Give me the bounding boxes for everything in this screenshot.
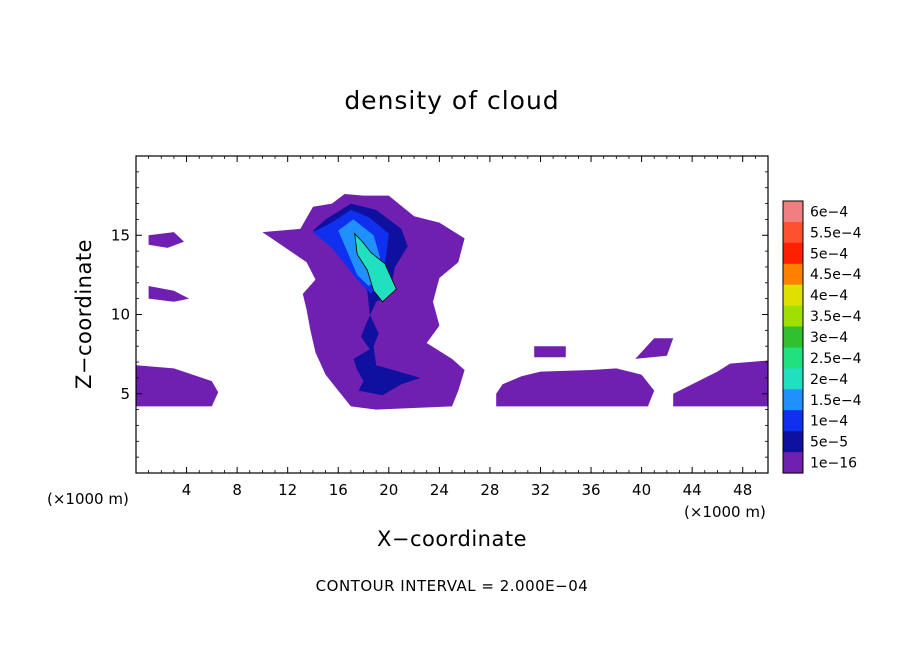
region-4 — [673, 360, 768, 407]
x-tick-label: 24 — [430, 481, 449, 499]
x-tick-label: 44 — [683, 481, 702, 499]
x-tick-label: 32 — [531, 481, 550, 499]
x-tick-label: 28 — [480, 481, 499, 499]
x-tick-label: 8 — [232, 481, 242, 499]
y-tick-label: 15 — [111, 226, 130, 244]
colorbar-label: 5e−5 — [810, 435, 848, 451]
colorbar-label: 1e−16 — [810, 456, 857, 472]
y-tick-label: 5 — [120, 385, 130, 403]
colorbar-label: 3e−4 — [810, 330, 848, 346]
colorbar-swatch — [783, 305, 803, 328]
region-2 — [262, 194, 465, 410]
colorbar-label: 3.5e−4 — [810, 309, 862, 325]
colorbar-frame — [782, 200, 804, 474]
chart-title: density of cloud — [344, 86, 560, 115]
colorbar-label: 6e−4 — [810, 205, 848, 221]
colorbar-swatch — [783, 347, 803, 369]
colorbar-label: 5e−4 — [810, 246, 848, 262]
contour-interval-text: CONTOUR INTERVAL = 2.000E−04 — [315, 577, 589, 595]
colorbar-swatch — [783, 326, 803, 348]
region-1 — [136, 365, 219, 407]
x-tick-label: 36 — [581, 481, 600, 499]
colorbar-swatch — [783, 221, 803, 244]
colorbar-swatch — [783, 368, 803, 390]
region-6 — [635, 338, 674, 359]
y-axis-label: Z−coordinate — [72, 239, 96, 389]
colorbar-label: 2.5e−4 — [810, 351, 862, 367]
colorbar-swatch — [783, 284, 803, 307]
x-tick-label: 12 — [278, 481, 297, 499]
colorbar-swatch — [783, 242, 803, 265]
x-unit-right: (×1000 m) — [684, 503, 766, 521]
colorbar-swatch — [783, 431, 803, 453]
heatmap-field — [136, 194, 768, 410]
colorbar: 6e−4 5.5e−4 5e−4 4.5e−4 4e−4 3.5e−4 3e−4 2.5e−4… — [782, 200, 862, 474]
colorbar-label: 4.5e−4 — [810, 267, 862, 283]
colorbar-label: 5.5e−4 — [810, 225, 862, 241]
region-5 — [534, 346, 566, 358]
x-tick-label: 20 — [379, 481, 398, 499]
region-7 — [148, 286, 190, 302]
colorbar-swatch — [783, 389, 803, 411]
colorbar-swatch — [783, 263, 803, 286]
colorbar-swatch — [783, 452, 803, 474]
x-tick-label: 40 — [632, 481, 651, 499]
colorbar-label: 1.5e−4 — [810, 393, 862, 409]
x-unit-left: (×1000 m) — [47, 490, 129, 508]
colorbar-swatch — [783, 410, 803, 432]
colorbar-label: 1e−4 — [810, 414, 848, 430]
colorbar-label: 4e−4 — [810, 288, 848, 304]
colorbar-swatch — [783, 201, 803, 223]
plot-frame — [135, 155, 769, 474]
x-tick-label: 48 — [733, 481, 752, 499]
colorbar-label: 2e−4 — [810, 372, 848, 388]
region-8 — [148, 232, 184, 248]
x-tick-label: 16 — [329, 481, 348, 499]
x-axis-label: X−coordinate — [377, 527, 527, 551]
region-3 — [496, 368, 655, 407]
region-12 — [354, 232, 397, 303]
x-tick-label: 4 — [182, 481, 192, 499]
y-tick-label: 10 — [111, 306, 130, 324]
